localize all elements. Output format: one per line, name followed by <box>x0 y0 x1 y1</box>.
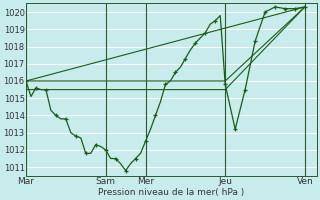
X-axis label: Pression niveau de la mer( hPa ): Pression niveau de la mer( hPa ) <box>98 188 244 197</box>
